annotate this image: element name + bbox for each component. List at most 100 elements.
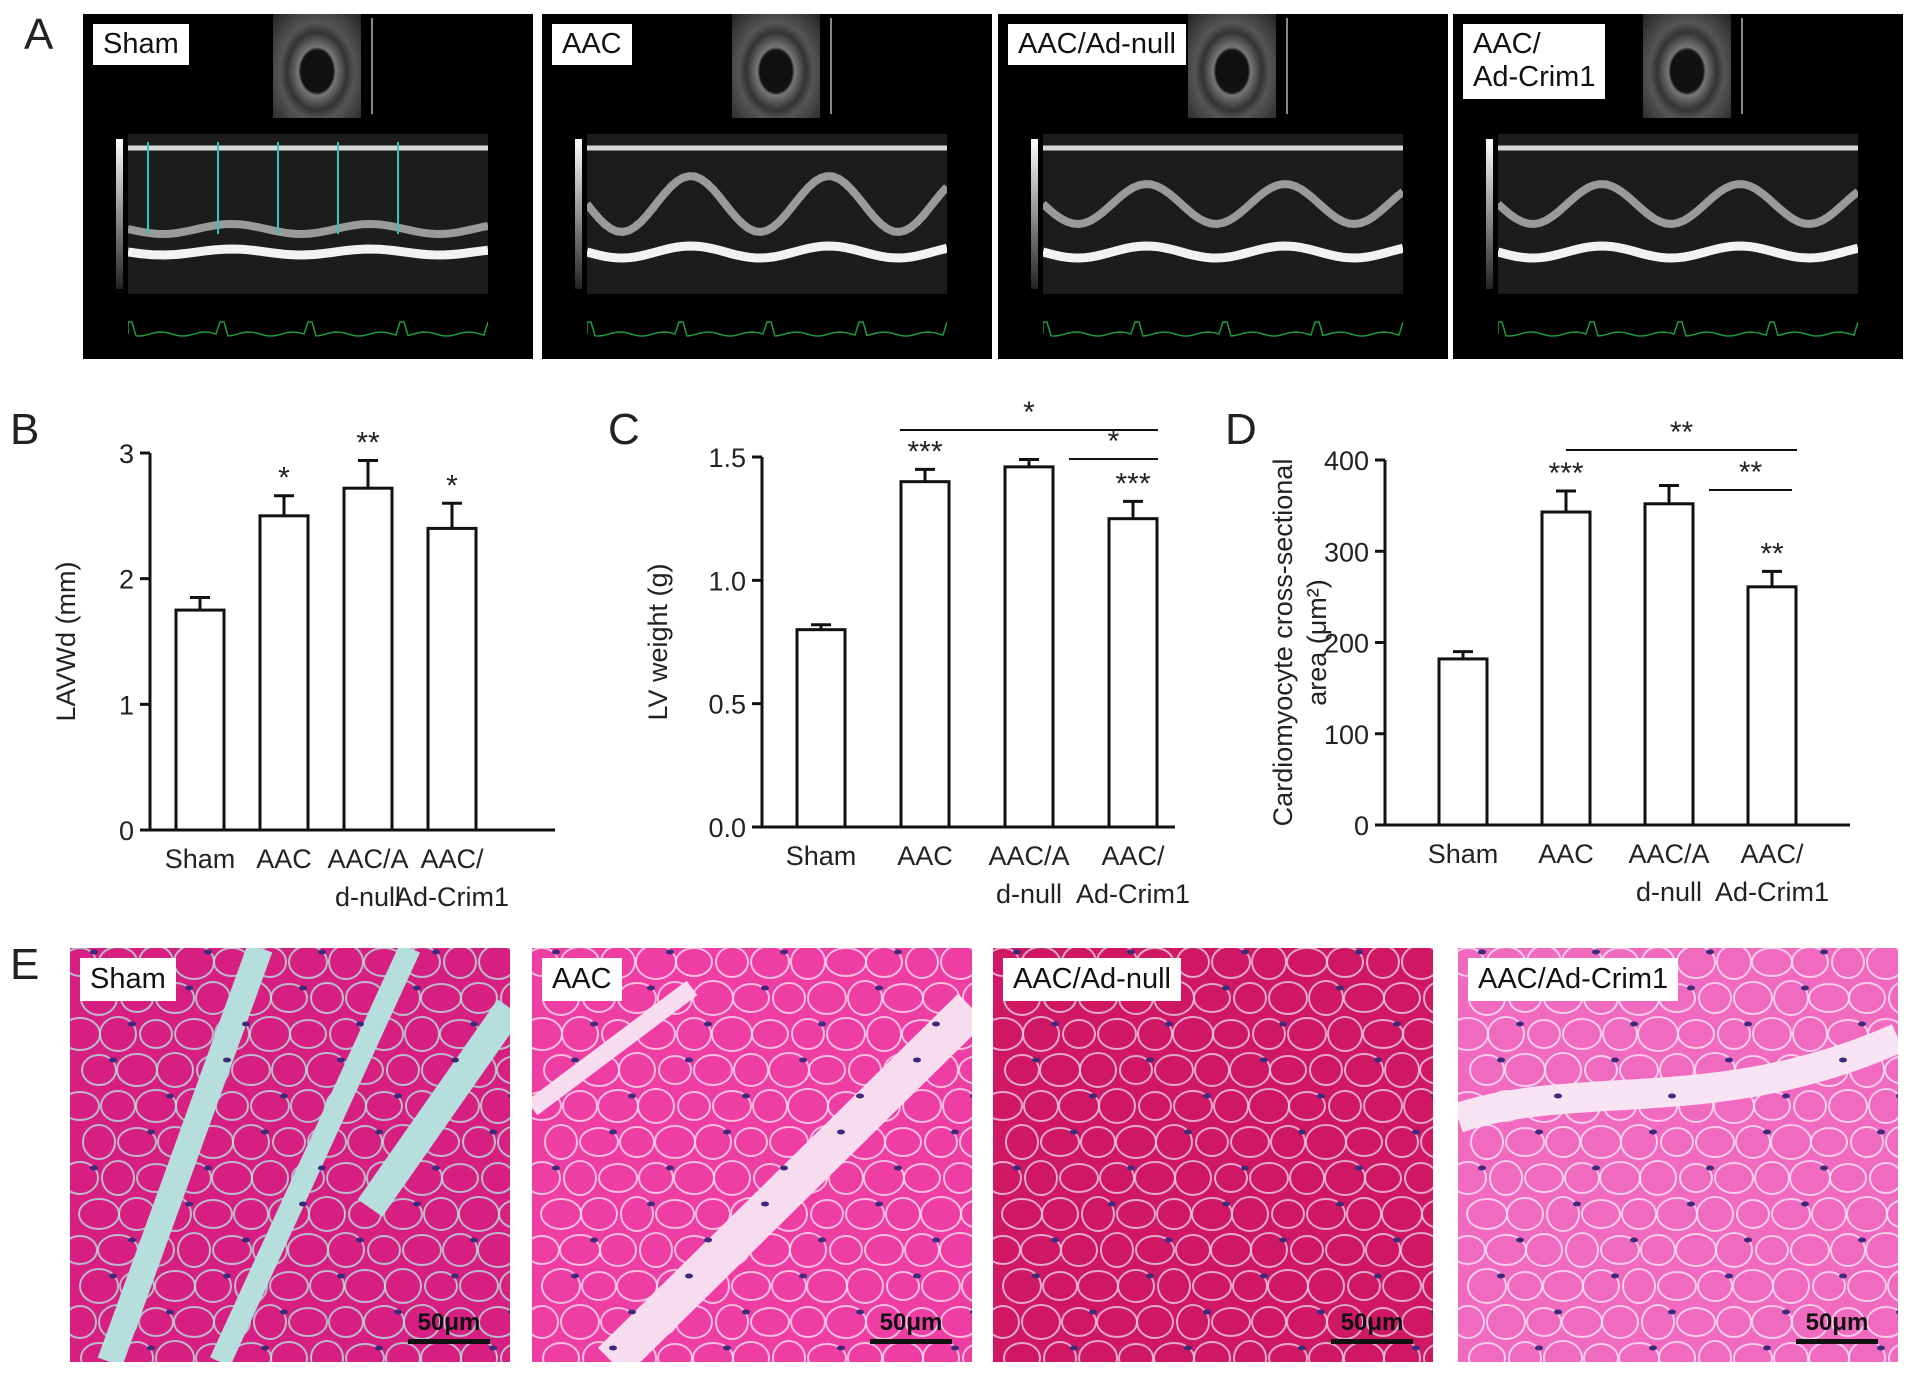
nucleus (1649, 1345, 1657, 1351)
cardiomyocyte-outline (1888, 1344, 1898, 1362)
scale-bar-label: 50μm (417, 1309, 481, 1336)
cardiomyocyte-outline (772, 982, 806, 1014)
nucleus (394, 1093, 402, 1099)
cardiomyocyte-outline (175, 1088, 213, 1124)
echo-short-axis-thumbnail (1188, 14, 1276, 118)
cardiomyocyte-outline (1401, 1306, 1433, 1338)
cardiomyocyte-outline (579, 1127, 619, 1157)
cardiomyocyte-outline (1383, 982, 1421, 1014)
cardiomyocyte-outline (715, 1304, 749, 1340)
cardiomyocyte-outline (1581, 1199, 1621, 1229)
nucleus (375, 1129, 383, 1135)
nucleus (204, 1165, 212, 1171)
cardiomyocyte-outline (440, 1089, 480, 1123)
nucleus (951, 1129, 959, 1135)
cardiomyocyte-outline (1848, 982, 1886, 1014)
cardiomyocyte-outline (174, 1018, 214, 1050)
nucleus (1706, 949, 1714, 955)
cardiomyocyte-outline (1848, 1340, 1886, 1362)
nucleus (261, 1129, 269, 1135)
nucleus (723, 1345, 731, 1351)
nucleus (1497, 1273, 1505, 1279)
cardiomyocyte-outline (866, 1016, 902, 1052)
cardiomyocyte-outline (1212, 1019, 1250, 1049)
cardiomyocyte-outline (674, 1235, 714, 1265)
cardiomyocyte-outline (1542, 1270, 1584, 1302)
cardiomyocyte-outline (1828, 1089, 1868, 1123)
nucleus (223, 1057, 231, 1063)
cardiomyocyte-outline (1286, 948, 1328, 977)
x-tick-label: Ad-Crim1 (1715, 877, 1829, 907)
cardiomyocyte-outline (616, 1270, 658, 1302)
nucleus (723, 1129, 731, 1135)
cardiomyocyte-outline (443, 948, 477, 979)
echo-septum-trace (587, 172, 947, 237)
cardiomyocyte-outline (213, 948, 251, 977)
cardiomyocyte-outline (1421, 1200, 1433, 1228)
cardiomyocyte-outline (1850, 1126, 1884, 1158)
cardiomyocyte-outline (675, 1305, 713, 1339)
nucleus (318, 949, 326, 955)
cardiomyocyte-outline (1561, 1306, 1603, 1338)
y-axis-title: area (μm²) (1302, 579, 1332, 706)
x-tick-label: d-null (996, 879, 1062, 909)
nucleus (1744, 1021, 1752, 1027)
cardiomyocyte-outline (673, 1161, 715, 1195)
cardiomyocyte-outline (1546, 1196, 1580, 1232)
cardiomyocyte-outline (405, 1090, 439, 1122)
cardiomyocyte-outline (960, 1200, 972, 1228)
echo-strip-bg (587, 134, 947, 294)
cardiomyocyte-outline (459, 1270, 499, 1302)
cardiomyocyte-outline (903, 1163, 941, 1193)
cardiomyocyte-outline (196, 1055, 230, 1085)
cardiomyocyte-outline (1043, 1341, 1077, 1362)
echo-group-label: AAC/ Ad-Crim1 (1463, 24, 1606, 99)
nucleus (1706, 1165, 1714, 1171)
echo-posterior-wall-trace (1043, 241, 1403, 263)
nucleus (666, 1165, 674, 1171)
cardiomyocyte-outline (1423, 982, 1433, 1014)
cardiomyocyte-outline (655, 1199, 695, 1229)
bar (1643, 502, 1695, 827)
cardiomyocyte-outline (291, 1163, 325, 1193)
nucleus (508, 1309, 510, 1315)
cardiomyocyte-outline (789, 1232, 827, 1268)
nucleus (685, 1057, 693, 1063)
cardiomyocyte-outline (1808, 983, 1850, 1013)
nucleus (1839, 1057, 1847, 1063)
cardiomyocyte-outline (1328, 1090, 1362, 1122)
cardiomyocyte-outline (177, 1232, 211, 1268)
nucleus (337, 1273, 345, 1279)
chart-lv-weight: 0.0 0.5 1.0 1.5 LV weight (g) Sham *** AAC AAC/A… (600, 395, 1230, 935)
nucleus (742, 1093, 750, 1099)
cardiomyocyte-outline (156, 1052, 194, 1088)
cardiomyocyte-outline (1097, 1018, 1137, 1050)
cardiomyocyte-outline (1791, 948, 1829, 978)
cardiomyocyte-outline (1136, 1305, 1174, 1339)
nucleus (875, 985, 883, 991)
cardiomyocyte-outline (1716, 948, 1752, 980)
cardiomyocyte-outline (828, 1161, 864, 1195)
significance-mark: *** (1548, 457, 1583, 490)
cardiomyocyte-outline (886, 1271, 920, 1301)
cardiomyocyte-outline (810, 1199, 844, 1229)
nucleus (1782, 1093, 1790, 1099)
nucleus (1630, 1237, 1638, 1243)
cardiomyocyte-outline (1544, 1052, 1582, 1088)
cardiomyocyte-outline (532, 1305, 559, 1339)
nucleus (913, 1057, 921, 1063)
cardiomyocyte-outline (532, 1091, 562, 1121)
cardiomyocyte-outline (346, 1055, 384, 1085)
cardiomyocyte-outline (808, 1055, 846, 1085)
cardiomyocyte-outline (1155, 1124, 1193, 1160)
cardiomyocyte-outline (1419, 1055, 1433, 1085)
cardiomyocyte-outline (1524, 1163, 1564, 1193)
cardiomyocyte-outline (70, 1235, 98, 1265)
cardiomyocyte-outline (1267, 1269, 1309, 1303)
cardiomyocyte-outline (715, 948, 749, 978)
cardiomyocyte-outline (1660, 1127, 1694, 1157)
nucleus (1032, 1057, 1040, 1063)
nucleus (1801, 1201, 1809, 1207)
cardiomyocyte-outline (751, 1019, 789, 1049)
cardiomyocyte-outline (1041, 1197, 1079, 1231)
